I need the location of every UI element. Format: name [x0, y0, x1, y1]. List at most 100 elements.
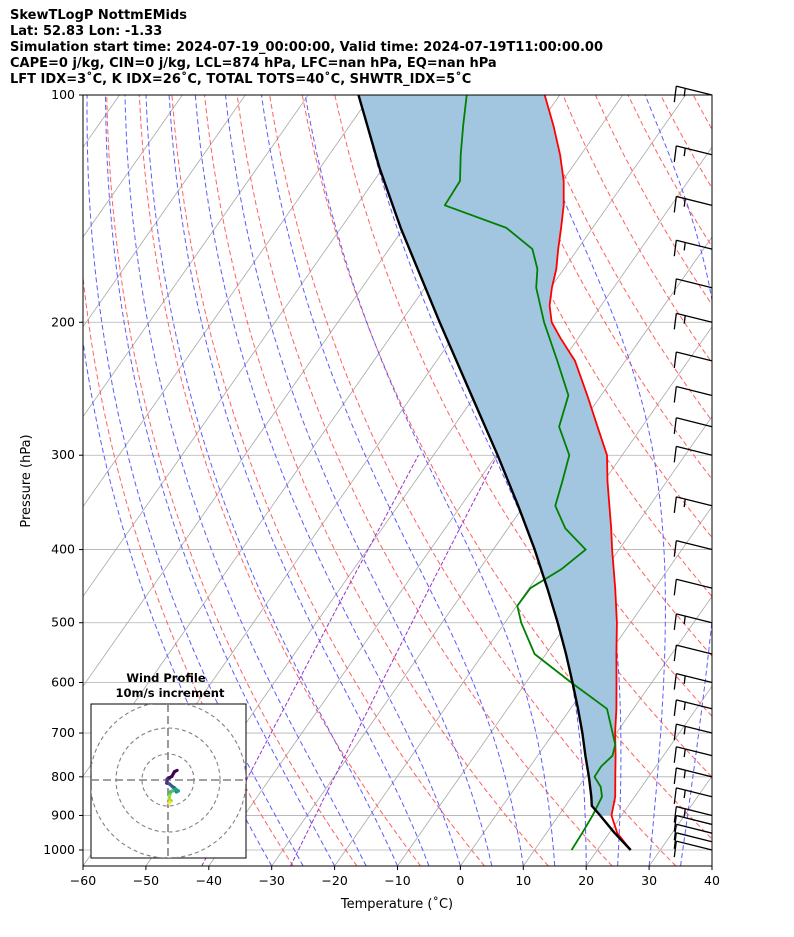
wind-barb-half-flag — [683, 702, 686, 711]
dry-adiabat — [171, 95, 485, 866]
wind-barb-half-flag — [683, 499, 686, 508]
dry-adiabat — [236, 95, 613, 866]
isotherm-line — [83, 95, 183, 238]
dry-adiabat — [726, 95, 794, 866]
x-tick-label: −10 — [384, 873, 410, 888]
wind-barb — [673, 239, 713, 257]
wind-barb-flag — [673, 806, 677, 823]
wind-barb-staff — [676, 417, 713, 428]
wind-barb — [673, 787, 713, 804]
wind-barb-half-flag — [683, 748, 686, 758]
wind-barb-staff — [676, 278, 713, 289]
wind-barb-staff — [676, 787, 713, 798]
y-tick-label: 400 — [51, 542, 75, 557]
wind-barb — [673, 278, 713, 295]
x-tick-label: 40 — [704, 873, 720, 888]
cin-area — [358, 95, 617, 816]
wind-barb-flag — [673, 540, 677, 557]
wind-barbs — [673, 85, 713, 858]
wind-barb-half-flag — [683, 770, 686, 779]
wind-barb-half-flag — [683, 315, 686, 324]
wind-barb — [673, 417, 713, 434]
wind-barb-staff — [676, 840, 713, 851]
dry-adiabat — [627, 95, 712, 248]
wind-barb-flag — [673, 145, 677, 162]
wind-barb — [673, 385, 713, 403]
isotherm-line — [585, 685, 712, 866]
wind-barb-staff — [676, 613, 713, 624]
wind-barb-half-flag — [683, 726, 686, 735]
wind-barb-staff — [676, 767, 713, 778]
x-axis-label: Temperature (˚C) — [340, 896, 453, 912]
wind-barb-staff — [676, 312, 713, 323]
wind-barb-flag — [673, 673, 677, 690]
y-tick-label: 800 — [51, 769, 75, 784]
wind-barb-flag — [673, 645, 677, 662]
mixing-ratio-line — [201, 454, 419, 866]
moist-adiabat — [145, 95, 398, 866]
moist-adiabat — [644, 95, 712, 866]
wind-barb-staff — [676, 805, 713, 817]
x-tick-label: 30 — [641, 873, 657, 888]
wind-barb-staff — [676, 814, 713, 826]
wind-barb-flag — [673, 841, 677, 858]
wind-barb-flag — [673, 824, 677, 841]
wind-barb — [673, 496, 713, 513]
wind-barb — [673, 823, 713, 841]
isotherm-line — [711, 865, 712, 866]
hodograph-subtitle: 10m/s increment — [116, 686, 225, 700]
wind-barb — [673, 699, 713, 716]
x-tick-label: 20 — [578, 873, 594, 888]
dry-adiabat — [497, 95, 712, 480]
wind-barb-staff — [676, 823, 713, 834]
dry-adiabat — [106, 95, 358, 866]
moist-adiabat — [83, 338, 273, 866]
wind-barb-flag — [673, 196, 677, 213]
wind-barb-flag — [673, 815, 677, 832]
wind-barb-staff — [676, 723, 713, 734]
wind-barb-half-flag — [683, 675, 686, 684]
profiles — [357, 95, 632, 851]
wind-barb — [673, 746, 713, 763]
wind-barb — [673, 644, 713, 662]
y-tick-label: 500 — [51, 615, 75, 630]
wind-barb-flag — [673, 787, 677, 804]
x-axis-ticks: −60 −50 −40 −30 −20 −10 0 10 20 30 40 — [70, 866, 720, 888]
wind-barb — [673, 672, 713, 690]
wind-barb-flag — [673, 746, 677, 763]
moist-adiabat — [105, 95, 336, 866]
wind-barb-staff — [676, 85, 713, 96]
wind-barb — [673, 805, 713, 823]
wind-barb-half-flag — [683, 789, 686, 799]
title-line-3: Simulation start time: 2024-07-19_00:00:… — [10, 40, 603, 55]
wind-barb-flag — [673, 313, 677, 330]
moist-adiabat — [744, 95, 794, 866]
y-axis-ticks: 100 200 300 400 500 600 700 800 900 1000 — [43, 87, 83, 857]
isotherm-line — [648, 775, 712, 866]
wind-barb — [673, 832, 713, 849]
wind-barb — [673, 145, 713, 162]
wind-barb-flag — [673, 496, 677, 513]
y-tick-label: 100 — [51, 87, 75, 102]
moist-adiabat — [194, 95, 461, 866]
wind-barb — [673, 445, 713, 463]
wind-barb-flag — [673, 351, 677, 369]
moist-adiabat — [168, 95, 430, 866]
wind-barb-flag — [673, 613, 677, 630]
dry-adiabat — [138, 95, 422, 866]
y-tick-label: 600 — [51, 675, 75, 690]
wind-barb-staff — [676, 385, 713, 397]
wind-barb-staff — [676, 195, 713, 206]
wind-barb — [673, 540, 713, 557]
dry-adiabat — [594, 95, 712, 306]
temperature-line — [543, 95, 632, 851]
dry-adiabat — [83, 272, 294, 866]
wind-barb — [673, 351, 713, 369]
wind-barb-staff — [676, 145, 713, 156]
title-line-5: LFT IDX=3˚C, K IDX=26˚C, TOTAL TOTS=40˚C… — [10, 72, 472, 87]
dry-adiabat — [301, 95, 712, 840]
wind-barb-flag — [673, 767, 677, 785]
wind-barb — [673, 195, 713, 213]
wind-barb-staff — [676, 540, 713, 551]
